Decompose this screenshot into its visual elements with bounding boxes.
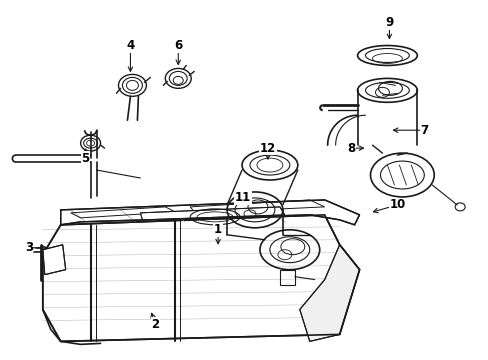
Text: 5: 5 — [81, 152, 90, 165]
Polygon shape — [42, 245, 65, 275]
Text: 8: 8 — [347, 141, 355, 155]
Polygon shape — [61, 200, 359, 225]
Text: 10: 10 — [388, 198, 405, 211]
Polygon shape — [299, 245, 359, 341]
Polygon shape — [140, 207, 285, 220]
Text: 1: 1 — [214, 223, 222, 236]
Text: 9: 9 — [385, 16, 393, 29]
Polygon shape — [42, 215, 359, 341]
Text: 2: 2 — [151, 318, 159, 331]
Text: 11: 11 — [234, 192, 251, 204]
Text: 12: 12 — [259, 141, 275, 155]
Text: 7: 7 — [419, 124, 427, 137]
Text: 3: 3 — [25, 241, 33, 254]
Text: 6: 6 — [174, 39, 182, 52]
Text: 4: 4 — [126, 39, 134, 52]
